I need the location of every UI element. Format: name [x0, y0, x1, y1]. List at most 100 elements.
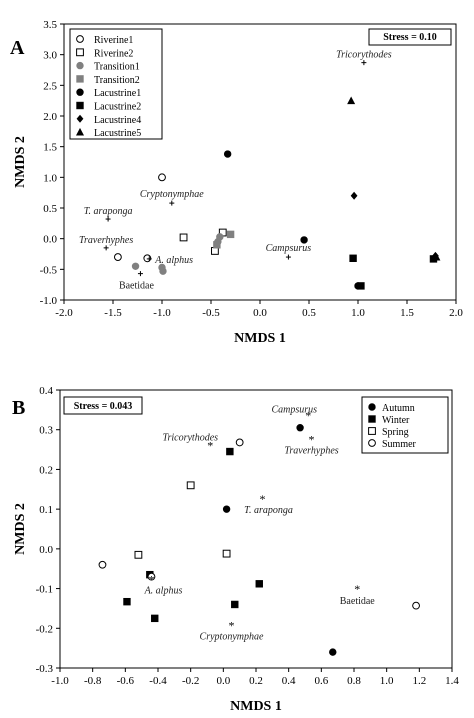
x-tick-label: 0.8 [347, 675, 361, 687]
taxon-label: Tricorythodes [162, 432, 218, 443]
x-axis-label: NMDS 1 [230, 699, 282, 714]
data-point [412, 601, 420, 610]
data-point [223, 150, 232, 158]
legend-marker [76, 101, 84, 110]
data-point [216, 233, 224, 241]
legend-marker [76, 75, 84, 83]
stress-box [63, 396, 143, 415]
y-axis-label: NMDS 2 [13, 136, 28, 188]
legend-marker [76, 61, 84, 70]
taxon-label: A. alphus [144, 586, 183, 597]
taxon-marker: * [260, 492, 266, 506]
data-point [222, 549, 231, 558]
y-tick-label: 0.0 [43, 234, 57, 246]
y-tick-label: -0.1 [36, 584, 53, 596]
y-tick-label: -0.2 [36, 623, 53, 635]
data-point [226, 447, 234, 456]
stress-label: Stress = 0.043 [74, 401, 133, 412]
x-tick-label: 0.0 [216, 675, 230, 687]
x-axis-label: NMDS 1 [234, 331, 286, 346]
legend-label: Lacustrine4 [94, 115, 141, 126]
y-tick-label: 0.1 [39, 504, 53, 516]
legend-label: Lacustrine1 [94, 88, 141, 99]
taxon-label: T. araponga [84, 206, 133, 217]
data-point [213, 241, 221, 249]
legend-marker [76, 114, 84, 123]
data-point [159, 267, 167, 275]
data-point [235, 438, 244, 447]
taxon-label: T. araponga [244, 505, 293, 516]
panel-b: B -1.0 -0.8 -0.6 -0.4 -0.2 0.0 0.2 0.4 0.6 0.8 1.0 1… [12, 385, 459, 714]
data-point [350, 191, 358, 200]
x-tick-label: -2.0 [55, 307, 73, 319]
y-tick-label: 1.0 [43, 172, 57, 184]
taxon-label: Cryptonymphae [140, 189, 204, 200]
stress-label: Stress = 0.10 [383, 32, 437, 43]
taxon-label: Baetidae [119, 281, 155, 292]
panel-letter: B [12, 397, 25, 419]
x-tick-label: 0.4 [282, 675, 296, 687]
taxon-label: Traverhyphes [284, 445, 338, 456]
x-tick-label: 1.4 [445, 675, 459, 687]
data-point [134, 550, 143, 559]
taxon-marker: * [148, 573, 154, 587]
data-point [296, 424, 304, 432]
y-tick-label: -0.5 [40, 264, 58, 276]
legend-label: Lacustrine2 [94, 102, 141, 113]
y-tick-label: 2.5 [43, 80, 57, 92]
taxon-marker: * [207, 438, 213, 452]
legend-label: Summer [382, 439, 417, 450]
data-point [98, 560, 107, 569]
data-point [347, 96, 356, 105]
legend-label: Lacustrine5 [94, 128, 141, 139]
taxon-label: Campsurus [266, 243, 312, 254]
x-tick-label: -1.0 [51, 675, 69, 687]
legend-marker [76, 35, 84, 43]
data-point [131, 262, 140, 270]
stress-box [368, 28, 452, 46]
panel-letter: A [10, 37, 25, 59]
x-tick-label: -0.8 [84, 675, 102, 687]
taxon-label: Cryptonymphae [200, 631, 264, 642]
legend-label: Winter [382, 415, 410, 426]
data-point [226, 230, 235, 239]
legend-label: Riverine1 [94, 35, 133, 46]
x-tick-label: 1.0 [380, 675, 394, 687]
taxon-label: Tricorythodes [336, 50, 392, 61]
panel-a: A -2.0 -1.5 -1.0 -0.5 0.0 0.5 1.0 1.5 2.0 -1.0 -0.5… [10, 19, 463, 346]
taxon-label: Baetidae [340, 596, 376, 607]
y-tick-label: 1.5 [43, 142, 57, 154]
x-tick-label: -0.6 [117, 675, 135, 687]
taxon-label: A. alphus [154, 255, 193, 266]
taxon-marker: * [354, 582, 360, 596]
data-point [222, 505, 231, 513]
x-tick-label: 0.6 [314, 675, 328, 687]
y-tick-label: -0.3 [36, 663, 54, 675]
taxon-marker: * [229, 618, 235, 632]
taxon-label: Campsurus [271, 405, 317, 416]
taxon-marker: * [309, 432, 315, 446]
data-point [179, 233, 188, 242]
data-point [123, 597, 131, 606]
legend-box [361, 396, 449, 454]
x-tick-label: -1.0 [153, 307, 171, 319]
legend-marker [76, 48, 84, 57]
taxon-label: Traverhyphes [79, 235, 133, 246]
data-point [114, 253, 122, 261]
legend-label: Riverine2 [94, 48, 133, 59]
x-tick-label: -0.2 [182, 675, 199, 687]
data-point [329, 648, 337, 656]
x-tick-label: 1.5 [400, 307, 414, 319]
x-tick-label: 2.0 [449, 307, 463, 319]
y-tick-label: 0.2 [39, 464, 53, 476]
legend-marker [76, 88, 84, 96]
data-point [300, 236, 308, 244]
y-tick-label: 3.5 [43, 19, 57, 31]
legend-marker [368, 403, 376, 411]
x-tick-label: -0.4 [149, 675, 167, 687]
y-tick-label: -1.0 [40, 295, 58, 307]
y-tick-label: 0.5 [43, 203, 57, 215]
legend-marker [368, 439, 376, 447]
data-point [158, 173, 166, 182]
